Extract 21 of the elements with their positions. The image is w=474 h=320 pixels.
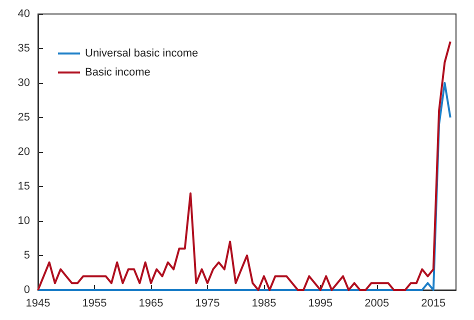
y-tick-label: 35 <box>18 42 30 54</box>
x-tick-label: 2005 <box>364 298 390 310</box>
x-tick-label: 1985 <box>252 298 276 310</box>
y-tick-label: 0 <box>24 284 30 296</box>
x-tick-label: 1965 <box>138 298 164 310</box>
y-tick-label: 40 <box>18 8 30 20</box>
y-tick-label: 20 <box>18 146 30 158</box>
x-tick-label: 2015 <box>421 298 446 310</box>
x-tick-label: 1975 <box>195 298 220 310</box>
y-tick-label: 5 <box>24 250 30 262</box>
x-tick-label: 1945 <box>26 298 50 310</box>
y-tick-label: 25 <box>18 112 30 124</box>
y-tick-label: 15 <box>18 180 30 192</box>
legend-label: Basic income <box>85 66 150 78</box>
y-tick-label: 30 <box>18 77 30 89</box>
line-series <box>37 40 452 291</box>
x-tick-label: 1955 <box>82 298 107 310</box>
x-tick-label: 1995 <box>308 298 333 310</box>
line-series <box>37 82 452 291</box>
y-tick-label: 10 <box>18 215 30 227</box>
legend-label: Universal basic income <box>85 48 198 60</box>
